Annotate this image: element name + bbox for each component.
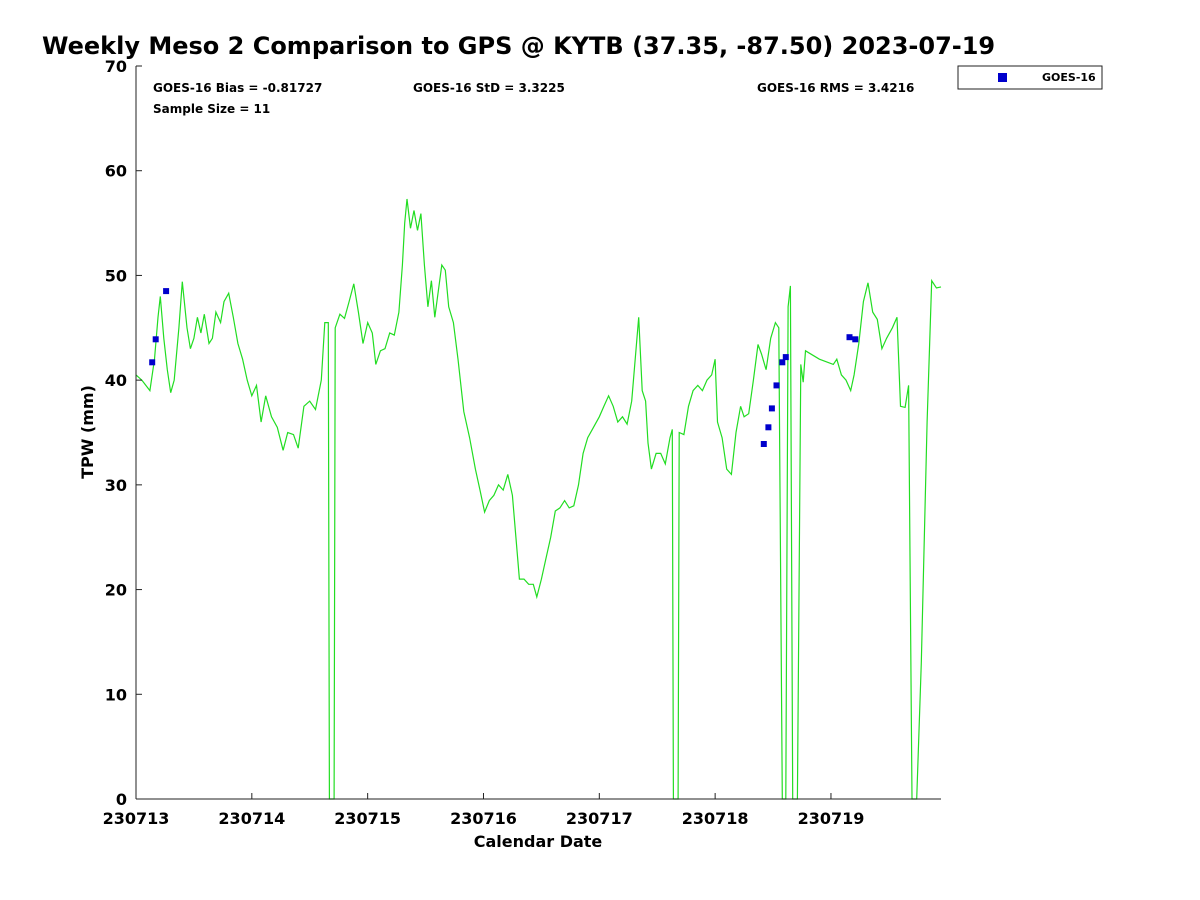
y-tick-label-20: 20 <box>105 581 127 600</box>
rms-stat: GOES-16 RMS = 3.4216 <box>757 81 914 95</box>
y-tick-label-50: 50 <box>105 266 127 285</box>
y-axis-label: TPW (mm) <box>78 385 97 479</box>
axis-layer: 0 10 20 30 40 50 60 70 230713 230714 230715 230716 2… <box>103 57 941 828</box>
y-tick-label-30: 30 <box>105 476 127 495</box>
x-tick-label-230719: 230719 <box>798 809 865 828</box>
y-tick-label-40: 40 <box>105 371 127 390</box>
x-tick-label-230717: 230717 <box>566 809 633 828</box>
goes16-point-7 <box>779 359 786 366</box>
gps-tpw-line <box>135 198 942 800</box>
x-tick-label-230718: 230718 <box>682 809 749 828</box>
goes16-point-0 <box>149 359 156 366</box>
sample-size-stat: Sample Size = 11 <box>153 102 270 116</box>
plot-background <box>136 66 941 799</box>
legend: GOES-16 <box>957 65 1103 90</box>
std-stat: GOES-16 StD = 3.3225 <box>413 81 565 95</box>
goes16-point-10 <box>852 336 859 343</box>
goes16-point-8 <box>782 354 789 361</box>
y-tick-label-0: 0 <box>116 790 127 809</box>
x-tick-label-230714: 230714 <box>218 809 285 828</box>
goes16-point-2 <box>163 288 170 295</box>
goes16-point-5 <box>768 405 775 412</box>
goes16-point-3 <box>760 441 767 447</box>
x-tick-label-230713: 230713 <box>103 809 170 828</box>
x-axis-label: Calendar Date <box>474 832 603 851</box>
plot-area <box>136 66 941 799</box>
legend-label: GOES-16 <box>1042 71 1096 84</box>
goes16-point-6 <box>773 382 780 389</box>
goes16-point-9 <box>846 334 853 341</box>
legend-marker <box>998 73 1007 82</box>
x-tick-label-230715: 230715 <box>334 809 401 828</box>
y-tick-label-70: 70 <box>105 57 127 76</box>
bias-stat: GOES-16 Bias = -0.81727 <box>153 81 322 95</box>
goes16-point-1 <box>152 336 159 343</box>
goes16-point-4 <box>765 424 772 431</box>
legend-box <box>957 65 1103 90</box>
x-tick-label-230716: 230716 <box>450 809 517 828</box>
y-tick-label-10: 10 <box>105 685 127 704</box>
chart-title: Weekly Meso 2 Comparison to GPS @ KYTB (… <box>42 32 995 60</box>
y-tick-label-60: 60 <box>105 162 127 181</box>
series-layer <box>135 198 942 800</box>
